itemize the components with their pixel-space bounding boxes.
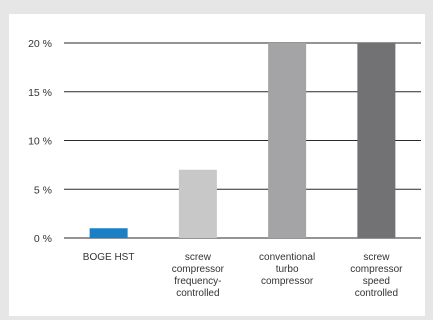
x-category-label-2-line-1: turbo: [276, 264, 299, 275]
y-tick-label-0: 0 %: [34, 233, 52, 245]
x-category-label-3-line-2: speed: [363, 276, 390, 287]
x-category-label-2: conventional turbo compressor: [259, 252, 315, 287]
bar-3: [357, 43, 396, 238]
y-tick-label-2: 10 %: [28, 136, 52, 148]
bar-2: [268, 43, 307, 238]
x-axis-category-labels: BOGE HST screw compressor frequency-control…: [83, 252, 403, 299]
x-category-label-0-line-0: BOGE HST: [83, 252, 135, 263]
y-tick-label-4: 20 %: [28, 38, 52, 50]
x-category-label-1-line-1: compressor: [172, 264, 225, 275]
x-category-label-3: screw compressor speed controlled: [350, 252, 403, 299]
x-category-label-2-line-2: compressor: [261, 276, 314, 287]
y-axis-tick-labels: 0 % 5 % 10 % 15 % 20 %: [28, 38, 52, 245]
chart-panel: 0 % 5 % 10 % 15 % 20 % BOGE HST screw compress…: [9, 14, 425, 316]
x-category-label-1-line-0: screw: [185, 252, 212, 263]
x-category-label-3-line-3: controlled: [355, 288, 398, 299]
x-category-label-1-line-2: frequency-: [174, 276, 221, 287]
x-category-label-3-line-0: screw: [363, 252, 390, 263]
y-tick-label-3: 15 %: [28, 87, 52, 99]
y-tick-label-1: 5 %: [34, 184, 52, 196]
bar-1: [178, 169, 217, 238]
x-category-label-1-line-3: controlled: [176, 288, 219, 299]
bar-chart: 0 %5 %10 %15 %20 % BOGE HST screw compress…: [28, 38, 421, 299]
x-category-label-0: BOGE HST: [83, 252, 135, 263]
x-category-label-3-line-1: compressor: [350, 264, 403, 275]
bars: [89, 43, 396, 238]
x-category-label-2-line-0: conventional: [259, 252, 315, 263]
bar-0: [89, 228, 128, 238]
x-category-label-1: screw compressor frequency-controlled: [172, 252, 225, 299]
